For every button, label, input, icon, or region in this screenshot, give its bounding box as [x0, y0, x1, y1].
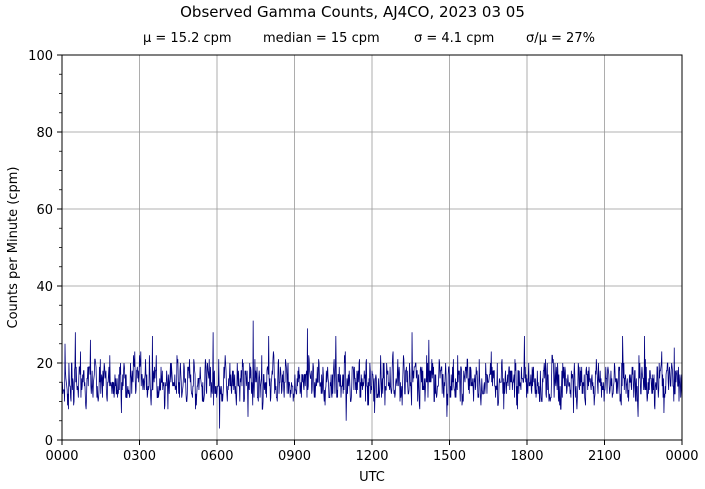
stat-cv: σ/μ = 27% [526, 31, 595, 46]
y-tick-label: 60 [36, 203, 53, 218]
x-tick-label: 0600 [200, 449, 233, 464]
x-tick-label: 0000 [665, 449, 698, 464]
y-tick-label: 0 [45, 434, 53, 449]
x-tick-label: 2100 [588, 449, 621, 464]
x-tick-label: 0900 [278, 449, 311, 464]
stat-median: median = 15 cpm [263, 31, 380, 46]
series-group [62, 320, 682, 429]
stat-sigma: σ = 4.1 cpm [414, 31, 495, 46]
gamma-count-line [62, 320, 682, 429]
x-tick-label: 0300 [123, 449, 156, 464]
axis-ticks: 0 20 40 60 80 100 0000 0300 0600 0900 1200 1500 1800… [28, 49, 698, 464]
grid-lines [62, 55, 682, 440]
x-tick-label: 1200 [355, 449, 388, 464]
stats-row: μ = 15.2 cpm median = 15 cpm σ = 4.1 cpm… [0, 31, 705, 49]
x-tick-label: 1500 [433, 449, 466, 464]
x-tick-label: 0000 [45, 449, 78, 464]
y-tick-label: 40 [36, 280, 53, 295]
y-axis-label: Counts per Minute (cpm) [6, 167, 21, 329]
y-tick-label: 100 [28, 49, 53, 64]
y-tick-label: 80 [36, 126, 53, 141]
x-axis-label: UTC [359, 470, 385, 485]
chart-title: Observed Gamma Counts, AJ4CO, 2023 03 05 [180, 3, 525, 21]
stat-mean: μ = 15.2 cpm [143, 31, 232, 46]
y-tick-label: 20 [36, 357, 53, 372]
x-tick-label: 1800 [510, 449, 543, 464]
